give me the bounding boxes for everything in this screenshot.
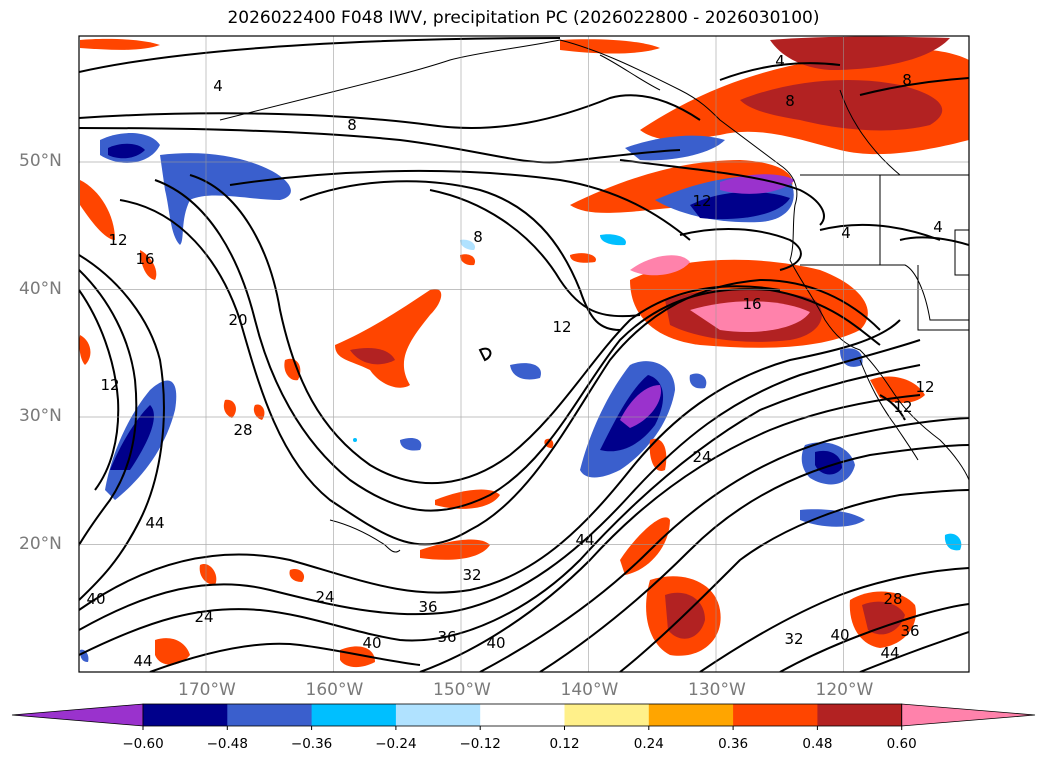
contour-label: 36: [900, 622, 919, 640]
latitude-label: 30°N: [19, 406, 62, 426]
contour-label: 28: [883, 590, 902, 608]
contour-label: 24: [692, 448, 711, 466]
graticule: [79, 36, 969, 672]
colorbar-tick-label: −0.24: [375, 736, 417, 752]
contour-label: 36: [437, 628, 456, 646]
latitude-label: 40°N: [19, 278, 62, 299]
longitude-label: 150°W: [433, 680, 491, 700]
colorbar-segment: [817, 704, 903, 726]
colorbar-tick-label: −0.60: [122, 736, 164, 752]
colorbar-segment: [480, 704, 565, 726]
colorbar-tick-label: −0.36: [290, 736, 333, 752]
contour-label: 12: [893, 398, 912, 416]
contour-label: 44: [133, 652, 152, 670]
contour-label: 44: [880, 644, 899, 662]
colorbar-extend-high: [901, 703, 1036, 727]
contour-label: 40: [830, 626, 849, 644]
colorbar-segment: [143, 704, 228, 726]
contour-label: 8: [902, 71, 912, 89]
longitude-label: 160°W: [305, 680, 364, 700]
contour-label: 32: [462, 566, 481, 584]
contour-label: 24: [194, 608, 213, 626]
contour-label: 12: [692, 192, 711, 210]
contour-label: 44: [145, 514, 164, 532]
contour-label: 20: [228, 311, 247, 329]
precipitation-fills: [79, 36, 969, 668]
contour-label: 40: [486, 634, 505, 652]
latitude-label: 50°N: [19, 151, 62, 171]
colorbar-segment: [648, 704, 734, 726]
colorbar-segment: [311, 704, 397, 726]
map-title: 2026022400 F048 IWV, precipitation PC (2…: [227, 8, 820, 28]
contour-label: 32: [784, 630, 803, 648]
contour-label: 8: [347, 116, 357, 134]
contour-label: 4: [775, 52, 785, 70]
contour-label: 12: [108, 231, 127, 249]
colorbar-tick-label: −0.48: [206, 736, 248, 752]
colorbar-tick-label: 0.36: [718, 736, 749, 752]
colorbar-segment: [395, 704, 481, 726]
coastlines: [219, 39, 969, 553]
colorbar-segment: [227, 704, 313, 726]
longitude-label: 170°W: [178, 680, 236, 700]
longitude-label: 130°W: [688, 680, 746, 700]
contour-label: 28: [233, 421, 252, 439]
latitude-label: 20°N: [19, 533, 62, 554]
iwv-contours: [79, 37, 969, 672]
contour-label: 36: [418, 598, 437, 616]
colorbar-tick-label: −0.12: [459, 736, 501, 752]
contour-label: 12: [552, 318, 571, 336]
colorbar-extend-low: [11, 703, 144, 727]
contour-label: 4: [213, 77, 223, 95]
contour-label: 40: [362, 634, 381, 652]
colorbar-frame: [142, 703, 903, 727]
contour-label: 40: [86, 590, 105, 608]
contour-label: 44: [575, 531, 594, 549]
colorbar-tick-label: 0.48: [802, 736, 833, 752]
contour-label: 12: [915, 378, 934, 396]
contour-label: 12: [100, 376, 119, 394]
colorbar-segment: [733, 704, 818, 726]
contour-label: 4: [933, 218, 943, 236]
contour-label: 16: [135, 250, 154, 268]
contour-label: 8: [473, 228, 483, 246]
colorbar-tick-label: 0.24: [633, 736, 664, 752]
contour-label: 16: [742, 295, 761, 313]
colorbar-segment: [564, 704, 650, 726]
contour-label: 24: [315, 588, 334, 606]
map-frame: [78, 35, 970, 673]
longitude-label: 140°W: [560, 680, 619, 700]
longitude-label: 120°W: [815, 680, 874, 700]
colorbar-tick-label: 0.12: [549, 736, 580, 752]
contour-label: 8: [785, 92, 795, 110]
contour-label: 4: [841, 224, 851, 242]
colorbar-tick-label: 0.60: [886, 736, 917, 752]
colorbar: [11, 703, 1036, 730]
